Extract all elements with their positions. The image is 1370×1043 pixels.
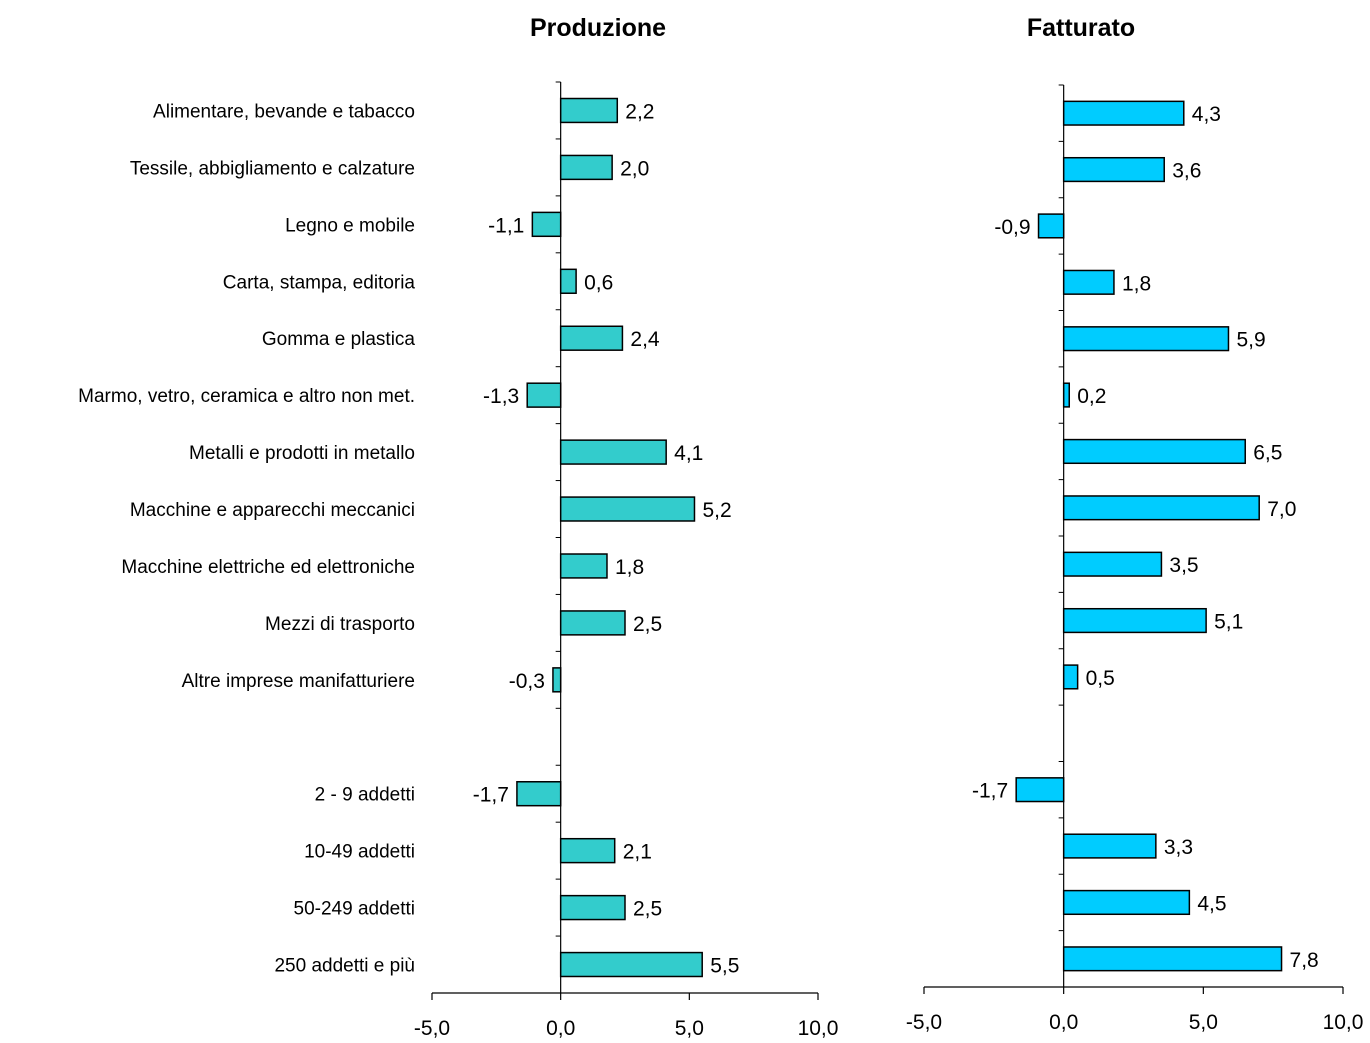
bar xyxy=(516,781,562,807)
data-label: 2,5 xyxy=(633,898,662,921)
data-label: 0,2 xyxy=(1077,385,1106,408)
data-label: -1,7 xyxy=(473,784,509,807)
data-label: 0,6 xyxy=(584,271,613,294)
x-tick-label: 0,0 xyxy=(546,1017,575,1040)
bar xyxy=(1062,382,1071,408)
category-label: Gomma e plastica xyxy=(262,329,416,350)
category-label: Tessile, abbigliamento e calzature xyxy=(130,158,415,179)
category-label: Legno e mobile xyxy=(285,215,415,236)
data-label: -1,1 xyxy=(488,214,524,237)
category-label: Marmo, vetro, ceramica e altro non met. xyxy=(78,386,415,407)
fatturato-panel: -5,0 0,0 5,0 10,0 4,3 3,6 -0,9 1,8 5,9 0,2 6,5 7,0 3… xyxy=(906,84,1364,1034)
data-label: -1,7 xyxy=(972,780,1008,803)
category-label: 250 addetti e più xyxy=(274,956,415,977)
data-label: 1,8 xyxy=(1122,272,1151,295)
bar xyxy=(1062,156,1165,183)
bar xyxy=(1062,833,1157,859)
data-label: 5,9 xyxy=(1236,329,1265,352)
data-label: 3,5 xyxy=(1169,554,1198,577)
data-label: 7,0 xyxy=(1267,498,1296,521)
bar xyxy=(1062,664,1079,690)
bar xyxy=(1062,100,1185,126)
category-label: Macchine elettriche ed elettroniche xyxy=(121,557,415,578)
category-label: Macchine e apparecchi meccanici xyxy=(130,500,415,521)
category-label: Mezzi di trasporto xyxy=(265,614,415,635)
x-tick-label: 5,0 xyxy=(1189,1011,1218,1034)
x-tick-label: 10,0 xyxy=(798,1017,839,1040)
bar xyxy=(559,439,667,465)
produzione-panel: -5,0 0,0 5,0 10,0 Alimentare, bevande e taba… xyxy=(78,81,839,1040)
data-label: -0,3 xyxy=(509,670,545,693)
data-label: 4,5 xyxy=(1197,892,1226,915)
bar xyxy=(559,496,696,522)
bar xyxy=(559,610,626,636)
data-label: 2,0 xyxy=(620,157,649,180)
category-label: 50-249 addetti xyxy=(294,899,416,920)
bar xyxy=(1062,946,1283,972)
bar xyxy=(1062,269,1115,295)
chart-title-fatturato: Fatturato xyxy=(1027,14,1135,42)
category-label: 2 - 9 addetti xyxy=(315,785,415,806)
category-label: Alimentare, bevande e tabacco xyxy=(153,101,415,122)
x-tick-label: 5,0 xyxy=(675,1017,704,1040)
data-label: 1,8 xyxy=(615,556,644,579)
data-label: 2,2 xyxy=(625,100,654,123)
bar xyxy=(526,382,562,408)
x-tick-label: -5,0 xyxy=(906,1011,942,1034)
category-label: Metalli e prodotti in metallo xyxy=(189,443,415,464)
bar xyxy=(559,325,624,351)
x-tick-label: 10,0 xyxy=(1323,1011,1364,1034)
data-label: -0,9 xyxy=(994,216,1030,239)
bar xyxy=(552,667,562,693)
bar xyxy=(1062,495,1260,521)
category-label: Carta, stampa, editoria xyxy=(223,272,416,293)
bar xyxy=(559,837,616,864)
data-label: 4,3 xyxy=(1192,103,1221,126)
bar xyxy=(559,553,608,579)
bar xyxy=(1062,551,1163,577)
data-label: 2,4 xyxy=(630,328,660,351)
data-label: 3,6 xyxy=(1172,160,1201,183)
bar xyxy=(559,268,577,294)
data-label: 2,1 xyxy=(623,841,652,864)
data-label: 2,5 xyxy=(633,613,662,636)
bar xyxy=(1062,326,1230,352)
data-label: 6,5 xyxy=(1253,441,1282,464)
data-label: 7,8 xyxy=(1290,949,1319,972)
bar xyxy=(559,97,619,124)
data-label: -1,3 xyxy=(483,385,519,408)
data-label: 3,3 xyxy=(1164,836,1193,859)
data-label: 4,1 xyxy=(674,442,703,465)
bar xyxy=(1037,213,1065,239)
category-label: 10-49 addetti xyxy=(304,842,415,863)
category-label: Altre imprese manifatturiere xyxy=(182,671,415,692)
data-label: 5,2 xyxy=(702,499,731,522)
data-label: 5,1 xyxy=(1214,611,1243,634)
data-label: 5,5 xyxy=(710,955,739,978)
data-label: 0,5 xyxy=(1086,667,1115,690)
x-tick-label: -5,0 xyxy=(414,1017,450,1040)
bar xyxy=(1062,607,1207,634)
bar xyxy=(559,894,626,921)
bar xyxy=(1062,438,1246,465)
chart-title-produzione: Produzione xyxy=(530,14,666,42)
bar xyxy=(559,154,613,181)
bar xyxy=(531,211,562,238)
bar xyxy=(1015,777,1065,803)
x-tick-label: 0,0 xyxy=(1049,1011,1078,1034)
bar xyxy=(1062,889,1191,916)
bar xyxy=(559,951,703,978)
